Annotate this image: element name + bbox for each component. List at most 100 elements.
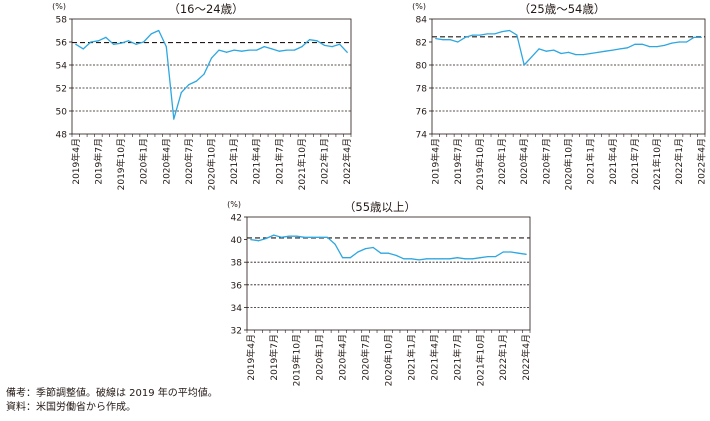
data-point bbox=[435, 37, 437, 40]
y-tick-label: 80 bbox=[416, 62, 428, 72]
data-point bbox=[90, 41, 92, 43]
data-point bbox=[120, 42, 122, 44]
y-tick-label: 38 bbox=[231, 259, 243, 269]
data-point bbox=[433, 258, 435, 260]
data-point bbox=[612, 49, 614, 51]
note-source: 資料：米国労働省から作成。 bbox=[6, 402, 136, 413]
x-tick-label: 2019年10月 bbox=[474, 138, 486, 190]
data-point bbox=[173, 118, 175, 120]
data-point bbox=[510, 251, 512, 253]
data-point bbox=[112, 43, 115, 45]
x-tick-label: 2021年7月 bbox=[451, 334, 463, 381]
data-point bbox=[372, 246, 374, 249]
data-point bbox=[150, 33, 152, 35]
data-point bbox=[349, 257, 351, 259]
data-point bbox=[263, 46, 265, 48]
data-point bbox=[531, 56, 533, 58]
data-point bbox=[575, 54, 577, 56]
data-point bbox=[257, 240, 260, 242]
x-tick-label: 2021年1月 bbox=[585, 138, 597, 185]
data-point bbox=[449, 39, 452, 41]
data-point bbox=[619, 48, 621, 50]
data-point bbox=[380, 252, 382, 254]
data-point bbox=[471, 34, 474, 36]
y-tick-label: 42 bbox=[231, 214, 242, 224]
y-tick-label: 34 bbox=[231, 304, 243, 314]
data-point bbox=[403, 258, 405, 260]
data-point bbox=[250, 239, 252, 241]
x-tick-label: 2020年7月 bbox=[183, 138, 195, 185]
x-tick-label: 2019年4月 bbox=[70, 138, 82, 185]
data-point bbox=[502, 251, 504, 253]
x-tick-label: 2022年1月 bbox=[319, 138, 331, 185]
data-point bbox=[97, 40, 99, 42]
data-point bbox=[418, 259, 420, 261]
data-point bbox=[342, 257, 344, 259]
data-point bbox=[663, 44, 666, 47]
x-tick-label: 2020年10月 bbox=[206, 138, 218, 190]
x-tick-label: 2021年1月 bbox=[405, 334, 417, 381]
chart-title-55-plus: （55歳以上） bbox=[344, 200, 416, 214]
x-tick-label: 2022年1月 bbox=[673, 138, 685, 185]
data-point bbox=[494, 33, 496, 35]
data-point bbox=[545, 50, 547, 52]
data-point bbox=[158, 29, 160, 32]
plot-frame bbox=[246, 216, 531, 331]
x-tick-label: 2020年10月 bbox=[383, 334, 395, 386]
data-point bbox=[311, 236, 313, 238]
data-point bbox=[693, 36, 695, 39]
x-tick-label: 2019年10月 bbox=[115, 138, 127, 190]
data-point bbox=[346, 51, 348, 53]
data-point bbox=[678, 41, 680, 43]
data-point bbox=[273, 234, 275, 236]
x-tick-label: 2019年10月 bbox=[291, 334, 303, 386]
series-line bbox=[250, 234, 527, 261]
data-point bbox=[501, 31, 503, 33]
data-point bbox=[165, 46, 167, 48]
x-tick-label: 2022年4月 bbox=[520, 334, 532, 381]
data-point bbox=[479, 257, 481, 259]
y-tick-label: 40 bbox=[231, 236, 243, 246]
data-point bbox=[210, 57, 213, 59]
data-point bbox=[127, 40, 130, 42]
x-tick-label: 2021年1月 bbox=[228, 138, 240, 185]
x-tick-label: 2021年10月 bbox=[651, 138, 663, 190]
y-tick-label: 78 bbox=[416, 85, 428, 95]
data-point bbox=[656, 46, 658, 48]
data-point bbox=[357, 251, 359, 253]
y-tick-label: 56 bbox=[56, 39, 68, 49]
data-point bbox=[494, 255, 497, 258]
data-point bbox=[700, 36, 702, 39]
data-point bbox=[395, 254, 397, 257]
data-point bbox=[487, 255, 489, 258]
data-point bbox=[288, 235, 290, 237]
data-point bbox=[553, 49, 555, 51]
x-tick-label: 2020年1月 bbox=[496, 138, 508, 185]
y-tick-label: 82 bbox=[416, 39, 427, 49]
y-unit-label: (%) bbox=[227, 200, 241, 209]
data-point bbox=[188, 83, 190, 86]
x-tick-label: 2020年1月 bbox=[138, 138, 150, 185]
data-point bbox=[517, 252, 520, 254]
data-point bbox=[82, 48, 84, 50]
data-point bbox=[265, 237, 267, 240]
data-point bbox=[233, 49, 235, 51]
data-point bbox=[449, 258, 451, 260]
y-tick-label: 76 bbox=[416, 108, 428, 118]
y-tick-label: 84 bbox=[416, 16, 428, 26]
data-point bbox=[387, 252, 390, 254]
data-point bbox=[319, 236, 321, 238]
y-tick-label: 74 bbox=[416, 131, 428, 141]
data-point bbox=[218, 49, 220, 51]
x-tick-label: 2021年4月 bbox=[251, 138, 263, 185]
x-tick-label: 2022年4月 bbox=[341, 138, 353, 185]
data-point bbox=[326, 236, 328, 238]
data-point bbox=[364, 248, 367, 250]
data-point bbox=[582, 54, 584, 56]
data-point bbox=[464, 258, 466, 260]
data-point bbox=[203, 73, 205, 75]
x-tick-label: 2019年7月 bbox=[92, 138, 104, 185]
x-tick-label: 2020年4月 bbox=[518, 138, 530, 185]
plot-frame bbox=[71, 18, 352, 135]
